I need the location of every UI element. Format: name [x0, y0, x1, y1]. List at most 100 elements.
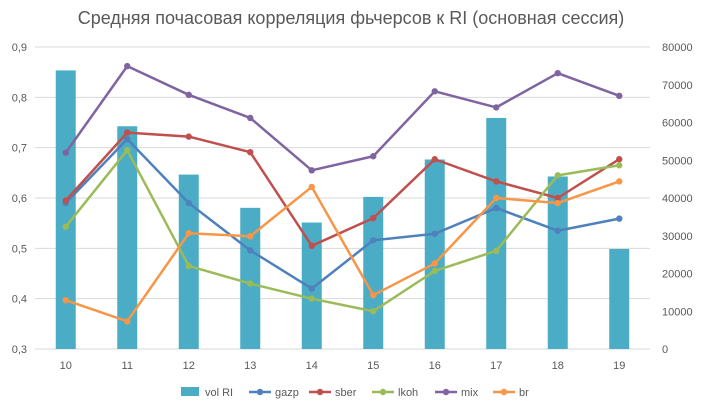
point-lkoh — [124, 146, 131, 154]
point-mix — [247, 114, 254, 122]
legend-marker-br — [500, 388, 508, 396]
series-line-gazp — [64, 137, 620, 290]
point-mix — [616, 92, 623, 100]
y-right-tick-label: 70000 — [662, 80, 693, 92]
point-gazp — [247, 247, 254, 254]
series-line-sber — [64, 131, 620, 248]
y-left-tick-label: 0,6 — [12, 193, 27, 205]
legend-marker-lkoh — [379, 388, 387, 396]
series-line-br — [65, 180, 620, 323]
legend-marker-mix — [442, 388, 450, 396]
point-gazp — [616, 215, 623, 222]
bar-vol-ri — [117, 126, 138, 350]
point-mix — [124, 62, 131, 70]
legend-marker-gazp — [256, 388, 264, 396]
y-right-tick-label: 60000 — [662, 118, 693, 130]
point-gazp — [431, 230, 438, 237]
point-lkoh — [370, 308, 377, 315]
bar-vol-ri — [609, 248, 630, 349]
bar-vol-ri — [486, 117, 507, 349]
y-right-tick-label: 40000 — [662, 193, 693, 205]
point-lkoh — [247, 280, 254, 287]
point-lkoh — [493, 247, 500, 255]
x-tick-label: 11 — [122, 360, 133, 372]
y-left-tick-label: 0,7 — [12, 143, 27, 155]
point-mix — [431, 88, 438, 95]
y-right-tick-label: 10000 — [662, 306, 693, 318]
point-br — [124, 318, 131, 325]
x-tick-label: 17 — [490, 360, 502, 372]
legend-label: mix — [461, 387, 479, 399]
y-left-tick-label: 0,3 — [12, 344, 27, 356]
point-br — [370, 291, 377, 299]
y-left-tick-label: 0,8 — [12, 92, 27, 104]
point-mix — [493, 104, 500, 111]
y-left-tick-label: 0,9 — [12, 42, 27, 54]
legend-label: gazp — [275, 387, 299, 399]
point-sber — [247, 148, 254, 156]
point-br — [62, 296, 69, 304]
point-gazp — [124, 135, 131, 143]
bar-vol-ri — [547, 176, 568, 349]
point-sber — [616, 156, 623, 163]
point-gazp — [370, 237, 377, 244]
bar-vol-ri — [55, 70, 76, 349]
point-mix — [370, 153, 377, 160]
point-sber — [124, 129, 131, 136]
x-tick-label: 10 — [60, 360, 72, 372]
y-right-tick-label: 50000 — [662, 155, 693, 167]
x-tick-label: 18 — [552, 360, 564, 372]
point-sber — [431, 156, 438, 163]
point-br — [308, 183, 315, 191]
x-tick-label: 15 — [367, 360, 379, 372]
point-mix — [185, 91, 192, 99]
point-lkoh — [431, 267, 438, 275]
legend-swatch-vol-ri — [181, 387, 199, 396]
point-lkoh — [616, 162, 623, 169]
bar-vol-ri — [178, 174, 199, 349]
point-lkoh — [554, 172, 561, 179]
y-left-tick-label: 0,4 — [12, 294, 27, 306]
point-sber — [554, 194, 561, 202]
point-sber — [308, 242, 315, 250]
legend-marker-sber — [316, 388, 324, 396]
point-sber — [493, 178, 500, 185]
point-br — [431, 260, 438, 267]
point-br — [185, 230, 192, 237]
point-br — [493, 194, 500, 202]
point-gazp — [185, 199, 192, 207]
point-lkoh — [185, 262, 192, 270]
series-line-mix — [64, 64, 620, 172]
legend-label: sber — [335, 387, 357, 399]
point-sber — [185, 133, 192, 140]
point-br — [554, 199, 561, 207]
x-tick-label: 13 — [244, 360, 256, 372]
y-right-tick-label: 80000 — [662, 42, 693, 54]
point-sber — [370, 214, 377, 222]
chart-title: Средняя почасовая корреляция фьчерсов к … — [77, 8, 625, 28]
x-tick-label: 16 — [429, 360, 441, 372]
point-mix — [308, 167, 315, 174]
point-lkoh — [62, 223, 69, 230]
bar-vol-ri — [424, 159, 445, 349]
x-tick-label: 12 — [183, 360, 195, 372]
y-left-tick-label: 0,5 — [12, 243, 27, 255]
point-br — [247, 233, 254, 240]
point-gazp — [554, 227, 561, 234]
point-gazp — [493, 204, 500, 212]
point-lkoh — [308, 295, 315, 302]
point-sber — [62, 197, 69, 204]
y-right-tick-label: 0 — [662, 344, 668, 356]
bar-vol-ri — [240, 207, 261, 349]
legend-label: vol RI — [205, 387, 233, 399]
point-mix — [62, 149, 69, 156]
y-right-tick-label: 20000 — [662, 269, 693, 281]
legend-label: lkoh — [398, 387, 418, 399]
y-right-tick-label: 30000 — [662, 231, 693, 243]
point-mix — [554, 69, 561, 77]
x-tick-label: 14 — [306, 360, 318, 372]
series-line-lkoh — [64, 148, 620, 313]
point-br — [616, 178, 623, 185]
